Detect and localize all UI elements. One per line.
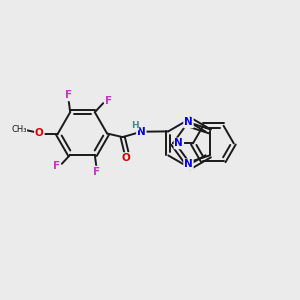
Text: F: F	[53, 160, 60, 171]
Text: CH₃: CH₃	[11, 125, 27, 134]
Text: N: N	[184, 159, 193, 169]
Text: N: N	[137, 127, 146, 137]
Text: F: F	[105, 96, 112, 106]
Text: F: F	[65, 90, 72, 100]
Text: O: O	[35, 128, 44, 139]
Text: H: H	[131, 121, 139, 130]
Text: N: N	[175, 138, 183, 148]
Text: N: N	[184, 118, 193, 128]
Text: O: O	[122, 153, 131, 163]
Text: F: F	[93, 167, 100, 177]
